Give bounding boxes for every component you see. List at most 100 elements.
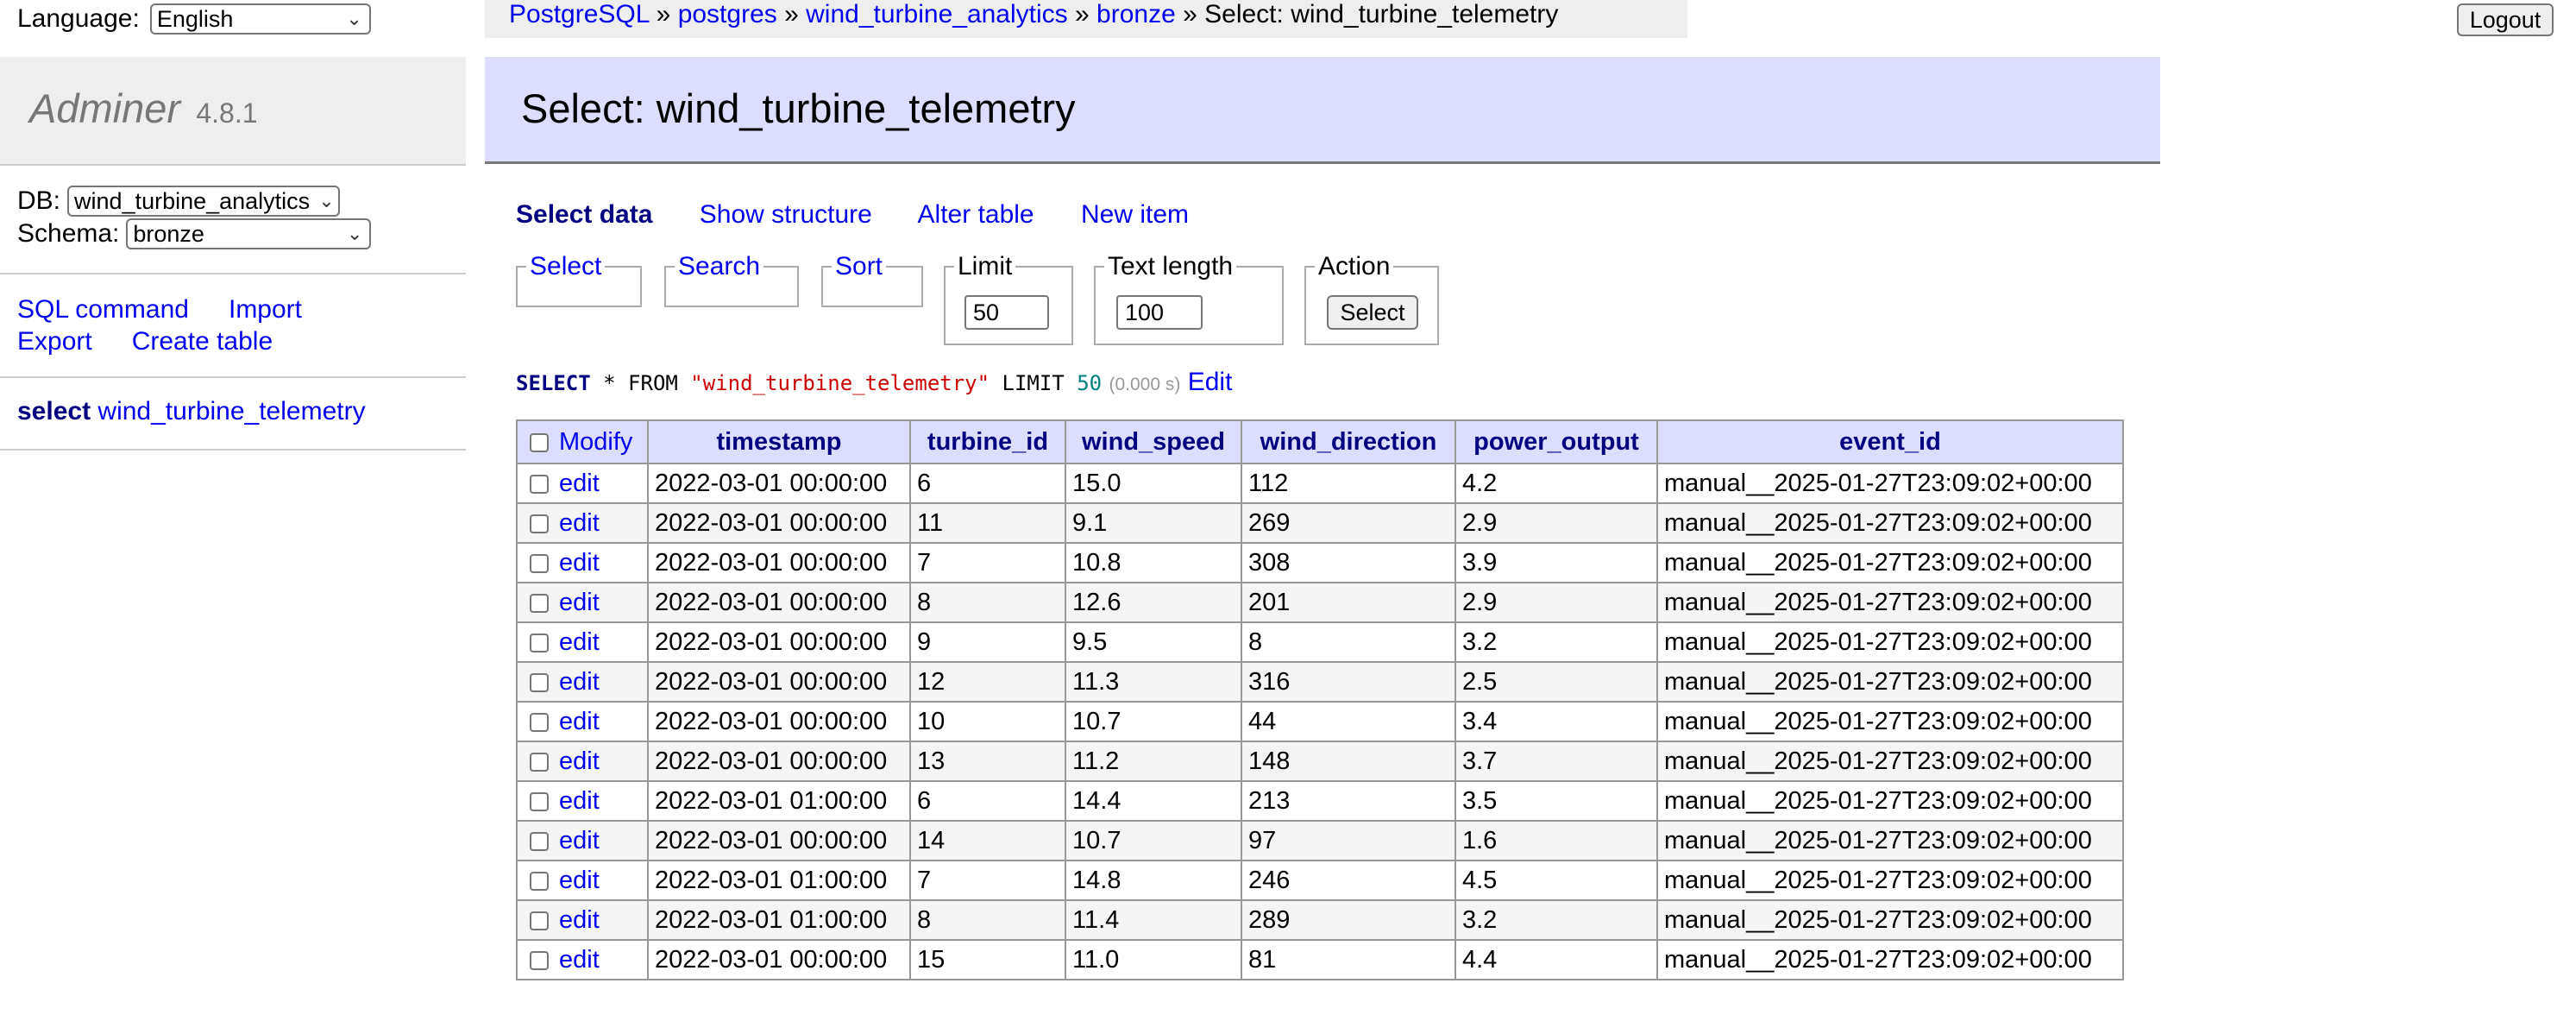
cell-turbine-id[interactable]: 12 <box>909 661 1066 703</box>
cell-event-id[interactable]: manual__2025-01-27T23:09:02+00:00 <box>1656 661 2124 703</box>
tab-show-structure[interactable]: Show structure <box>699 200 872 229</box>
cell-event-id[interactable]: manual__2025-01-27T23:09:02+00:00 <box>1656 621 2124 663</box>
cell-timestamp[interactable]: 2022-03-01 00:00:00 <box>647 502 911 544</box>
row-edit-link[interactable]: edit <box>559 786 600 815</box>
cell-event-id[interactable]: manual__2025-01-27T23:09:02+00:00 <box>1656 899 2124 941</box>
cell-turbine-id[interactable]: 9 <box>909 621 1066 663</box>
cell-event-id[interactable]: manual__2025-01-27T23:09:02+00:00 <box>1656 741 2124 782</box>
limit-input[interactable]: 50 <box>964 295 1049 330</box>
select-all-checkbox[interactable] <box>530 432 549 452</box>
cell-wind-speed[interactable]: 9.5 <box>1065 621 1242 663</box>
select-columns-toggle[interactable]: Select <box>526 252 606 281</box>
cell-power-output[interactable]: 3.4 <box>1454 701 1658 742</box>
row-checkbox[interactable] <box>530 871 549 891</box>
cell-event-id[interactable]: manual__2025-01-27T23:09:02+00:00 <box>1656 820 2124 861</box>
cell-wind-speed[interactable]: 12.6 <box>1065 582 1242 623</box>
row-checkbox[interactable] <box>530 911 549 930</box>
cell-wind-speed[interactable]: 10.8 <box>1065 542 1242 583</box>
cell-turbine-id[interactable]: 15 <box>909 939 1066 980</box>
sort-toggle[interactable]: Sort <box>832 252 887 281</box>
create-table-link[interactable]: Create table <box>131 327 273 356</box>
row-edit-link[interactable]: edit <box>559 905 600 934</box>
cell-event-id[interactable]: manual__2025-01-27T23:09:02+00:00 <box>1656 582 2124 623</box>
breadcrumb-schema[interactable]: bronze <box>1096 0 1176 28</box>
cell-turbine-id[interactable]: 10 <box>909 701 1066 742</box>
cell-event-id[interactable]: manual__2025-01-27T23:09:02+00:00 <box>1656 701 2124 742</box>
row-edit-link[interactable]: edit <box>559 866 600 894</box>
cell-wind-speed[interactable]: 14.4 <box>1065 780 1242 822</box>
sql-command-link[interactable]: SQL command <box>17 295 189 324</box>
row-checkbox[interactable] <box>530 950 549 970</box>
row-edit-link[interactable]: edit <box>559 826 600 854</box>
cell-wind-speed[interactable]: 9.1 <box>1065 502 1242 544</box>
table-name-link[interactable]: wind_turbine_telemetry <box>97 397 366 426</box>
cell-wind-direction[interactable]: 97 <box>1241 820 1456 861</box>
cell-turbine-id[interactable]: 6 <box>909 463 1066 504</box>
cell-power-output[interactable]: 2.5 <box>1454 661 1658 703</box>
cell-event-id[interactable]: manual__2025-01-27T23:09:02+00:00 <box>1656 542 2124 583</box>
cell-event-id[interactable]: manual__2025-01-27T23:09:02+00:00 <box>1656 939 2124 980</box>
cell-wind-direction[interactable]: 201 <box>1241 582 1456 623</box>
cell-wind-direction[interactable]: 81 <box>1241 939 1456 980</box>
cell-power-output[interactable]: 1.6 <box>1454 820 1658 861</box>
cell-turbine-id[interactable]: 8 <box>909 899 1066 941</box>
text-length-input[interactable]: 100 <box>1116 295 1203 330</box>
cell-timestamp[interactable]: 2022-03-01 01:00:00 <box>647 780 911 822</box>
cell-power-output[interactable]: 4.5 <box>1454 860 1658 901</box>
column-header-power-output[interactable]: power_output <box>1454 419 1658 464</box>
cell-wind-direction[interactable]: 269 <box>1241 502 1456 544</box>
row-checkbox[interactable] <box>530 633 549 652</box>
row-checkbox[interactable] <box>530 672 549 692</box>
cell-turbine-id[interactable]: 13 <box>909 741 1066 782</box>
cell-turbine-id[interactable]: 7 <box>909 860 1066 901</box>
cell-timestamp[interactable]: 2022-03-01 00:00:00 <box>647 741 911 782</box>
cell-event-id[interactable]: manual__2025-01-27T23:09:02+00:00 <box>1656 502 2124 544</box>
row-checkbox[interactable] <box>530 514 549 533</box>
column-header-turbine-id[interactable]: turbine_id <box>909 419 1066 464</box>
logout-button[interactable]: Logout <box>2457 3 2554 36</box>
cell-wind-direction[interactable]: 246 <box>1241 860 1456 901</box>
cell-timestamp[interactable]: 2022-03-01 00:00:00 <box>647 820 911 861</box>
row-edit-link[interactable]: edit <box>559 627 600 656</box>
column-header-wind-speed[interactable]: wind_speed <box>1065 419 1242 464</box>
modify-link[interactable]: Modify <box>559 427 633 456</box>
cell-turbine-id[interactable]: 11 <box>909 502 1066 544</box>
cell-timestamp[interactable]: 2022-03-01 01:00:00 <box>647 860 911 901</box>
cell-timestamp[interactable]: 2022-03-01 00:00:00 <box>647 939 911 980</box>
cell-wind-direction[interactable]: 289 <box>1241 899 1456 941</box>
brand-name[interactable]: Adminer <box>29 85 181 131</box>
import-link[interactable]: Import <box>228 295 303 324</box>
cell-wind-direction[interactable]: 316 <box>1241 661 1456 703</box>
row-edit-link[interactable]: edit <box>559 747 600 775</box>
cell-timestamp[interactable]: 2022-03-01 00:00:00 <box>647 621 911 663</box>
row-checkbox[interactable] <box>530 831 549 851</box>
cell-power-output[interactable]: 3.2 <box>1454 899 1658 941</box>
row-edit-link[interactable]: edit <box>559 667 600 696</box>
cell-timestamp[interactable]: 2022-03-01 00:00:00 <box>647 661 911 703</box>
cell-wind-speed[interactable]: 15.0 <box>1065 463 1242 504</box>
tab-new-item[interactable]: New item <box>1080 200 1189 229</box>
schema-select[interactable]: bronze ⌄ <box>126 218 372 249</box>
cell-timestamp[interactable]: 2022-03-01 00:00:00 <box>647 542 911 583</box>
row-edit-link[interactable]: edit <box>559 945 600 974</box>
tab-select-data[interactable]: Select data <box>516 200 653 229</box>
cell-wind-direction[interactable]: 213 <box>1241 780 1456 822</box>
export-link[interactable]: Export <box>17 327 92 356</box>
cell-event-id[interactable]: manual__2025-01-27T23:09:02+00:00 <box>1656 463 2124 504</box>
cell-wind-direction[interactable]: 8 <box>1241 621 1456 663</box>
row-edit-link[interactable]: edit <box>559 548 600 577</box>
cell-event-id[interactable]: manual__2025-01-27T23:09:02+00:00 <box>1656 860 2124 901</box>
row-edit-link[interactable]: edit <box>559 508 600 537</box>
cell-power-output[interactable]: 2.9 <box>1454 502 1658 544</box>
breadcrumb-server[interactable]: postgres <box>677 0 777 28</box>
column-header-timestamp[interactable]: timestamp <box>647 419 911 464</box>
row-checkbox[interactable] <box>530 791 549 811</box>
cell-wind-speed[interactable]: 11.2 <box>1065 741 1242 782</box>
cell-wind-speed[interactable]: 11.4 <box>1065 899 1242 941</box>
cell-power-output[interactable]: 3.9 <box>1454 542 1658 583</box>
column-header-event-id[interactable]: event_id <box>1656 419 2124 464</box>
column-header-wind-direction[interactable]: wind_direction <box>1241 419 1456 464</box>
breadcrumb-database[interactable]: wind_turbine_analytics <box>806 0 1068 28</box>
cell-power-output[interactable]: 3.5 <box>1454 780 1658 822</box>
select-table-link[interactable]: select <box>17 397 91 426</box>
